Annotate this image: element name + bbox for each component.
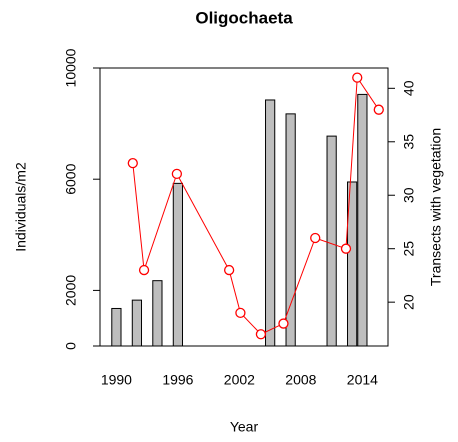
x-tick-label: 2014 [347, 372, 378, 388]
bar [111, 307, 122, 347]
y2-tick-label: 40 [401, 80, 417, 96]
bar [152, 280, 163, 347]
point [127, 158, 138, 169]
y2-tick-label: 35 [401, 134, 417, 150]
point [352, 72, 363, 83]
y2-tick-label: 25 [401, 241, 417, 257]
y-tick-label: 0 [63, 342, 79, 350]
x-tick-label: 2002 [224, 372, 255, 388]
bar [131, 299, 143, 347]
bar [265, 99, 276, 347]
bar [357, 93, 368, 347]
point [373, 104, 384, 115]
x-tick-label: 1996 [162, 372, 193, 388]
point [278, 318, 289, 329]
point [255, 329, 267, 340]
x-axis-label: Year [230, 419, 259, 435]
y-tick-label: 2000 [63, 275, 79, 306]
point [223, 264, 235, 276]
y-tick-label: 10000 [63, 48, 79, 87]
bar [285, 113, 296, 347]
bar [326, 135, 337, 347]
point [310, 232, 321, 244]
bar [172, 182, 184, 347]
y2-axis-label: Transects with vegetation [428, 128, 444, 286]
point [171, 168, 183, 180]
plot-frame [99, 67, 389, 347]
point [235, 307, 246, 319]
point [138, 264, 150, 276]
x-tick-label: 2008 [285, 372, 316, 388]
y2-tick-label: 20 [401, 294, 417, 310]
y-axis-label: Individuals/m2 [13, 162, 29, 252]
x-tick-label: 1990 [101, 372, 132, 388]
point [340, 243, 352, 254]
chart-title: Oligochaeta [195, 8, 293, 27]
y-tick-label: 6000 [63, 163, 79, 194]
y2-tick-label: 30 [401, 187, 417, 203]
